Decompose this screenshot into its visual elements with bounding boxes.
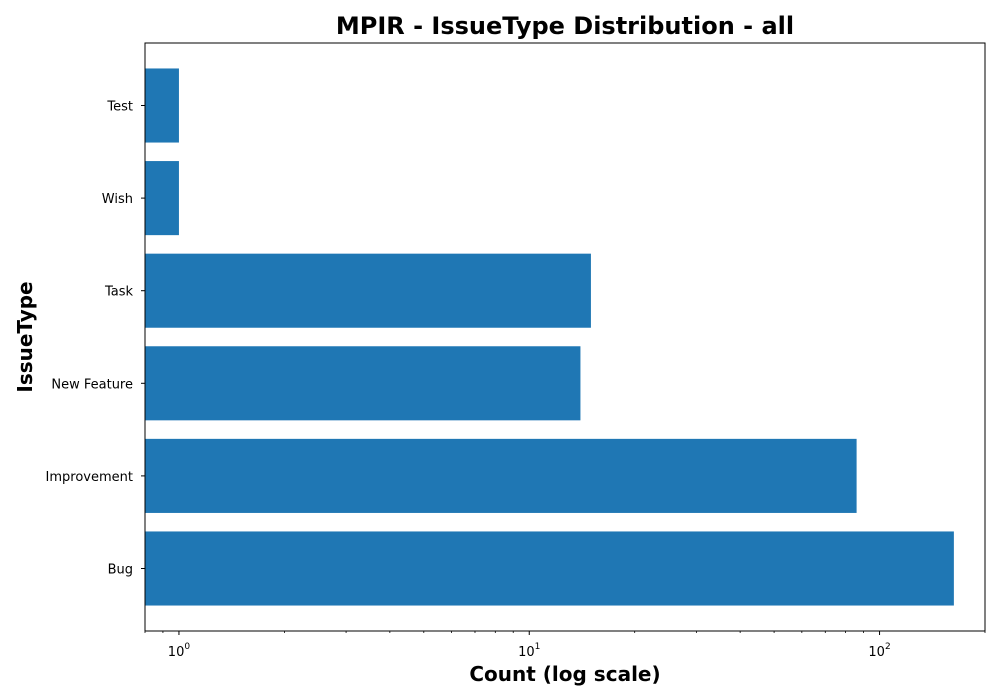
x-tick-label: 102 <box>868 642 890 660</box>
x-tick-label: 100 <box>168 642 191 660</box>
bar-group <box>145 68 954 605</box>
x-axis-label: Count (log scale) <box>469 662 660 686</box>
y-tick-label-wish: Wish <box>102 192 133 207</box>
bar-bug <box>145 531 954 605</box>
x-axis-ticks: 100 101 102 <box>145 631 985 660</box>
chart-title: MPIR - IssueType Distribution - all <box>336 12 794 40</box>
y-axis-ticks: Bug Improvement New Feature Task Wish Test <box>46 100 145 578</box>
y-tick-label-improvement: Improvement <box>46 470 133 485</box>
x-tick-label: 101 <box>518 642 540 660</box>
bar-wish <box>145 161 179 235</box>
bar-improvement <box>145 439 857 513</box>
bar-test <box>145 68 179 142</box>
y-axis-label: IssueType <box>13 281 37 392</box>
y-tick-label-task: Task <box>104 285 134 300</box>
bar-new-feature <box>145 346 580 420</box>
y-tick-label-test: Test <box>106 100 133 115</box>
y-tick-label-new-feature: New Feature <box>51 377 133 392</box>
bar-task <box>145 254 591 328</box>
y-tick-label-bug: Bug <box>108 562 133 577</box>
